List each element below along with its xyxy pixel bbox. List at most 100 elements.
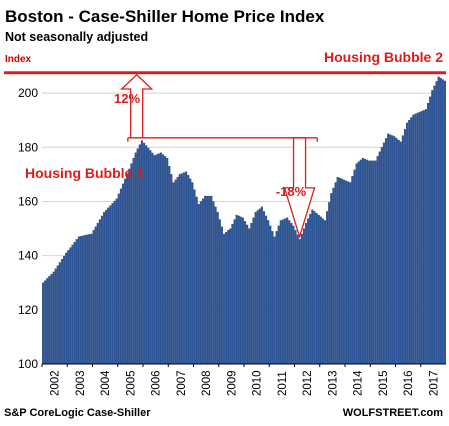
bar (410, 117, 413, 365)
bar (385, 138, 388, 365)
bar (145, 145, 148, 365)
bar (441, 79, 444, 365)
bar (311, 209, 314, 365)
bar (328, 202, 331, 365)
bar (246, 224, 249, 365)
bar (397, 139, 400, 365)
bar (222, 233, 226, 365)
bar (98, 219, 101, 365)
bar (214, 206, 217, 365)
source-label: S&P CoreLogic Case-Shiller (4, 407, 151, 419)
bar (88, 234, 91, 365)
bar (107, 207, 110, 365)
x-tick-label: 2013 (327, 370, 339, 396)
bar (252, 217, 255, 365)
bar (372, 160, 375, 365)
x-tick-label: 2008 (201, 370, 213, 396)
bar (218, 219, 221, 365)
bar (351, 176, 354, 365)
x-tick-label: 2016 (403, 370, 415, 396)
bar (58, 262, 61, 365)
bar (273, 236, 276, 365)
bars (42, 76, 446, 365)
bar (370, 160, 373, 365)
bar (126, 173, 129, 365)
bar (128, 168, 131, 365)
y-tick-label: 160 (18, 194, 38, 208)
bar (197, 204, 200, 365)
x-ticks: 2002 2003 2004 2005 2006 2007 2008 2009 2010 2011… (41, 364, 440, 396)
up-arrow (120, 73, 154, 139)
bar (250, 223, 253, 365)
bar (227, 230, 230, 365)
bar (391, 135, 394, 365)
bar (84, 235, 87, 365)
bar (277, 225, 280, 365)
bar (195, 196, 198, 365)
bar (262, 211, 266, 365)
bar (231, 223, 234, 365)
bar (345, 180, 348, 365)
bar (420, 111, 423, 365)
bar (353, 169, 356, 365)
bar (183, 172, 186, 365)
bar (281, 219, 284, 365)
y-tick-label: 100 (18, 357, 38, 371)
housing-bubble-1-label: Housing Bubble 1 (25, 165, 144, 181)
bar (115, 198, 118, 365)
bar (166, 157, 169, 365)
bar (71, 244, 74, 365)
bar (349, 182, 352, 365)
bar (168, 166, 171, 365)
bar (248, 228, 251, 365)
bar (271, 231, 274, 365)
bar (427, 102, 430, 365)
bar (119, 188, 122, 365)
chart-subtitle: Not seasonally adjusted (5, 30, 148, 44)
bar (260, 206, 263, 365)
bar (254, 212, 257, 365)
bar (399, 141, 402, 365)
bar (307, 218, 310, 365)
bar (210, 195, 213, 365)
bar (86, 234, 89, 365)
bar (185, 171, 188, 365)
bar (94, 226, 97, 365)
bar (216, 212, 219, 365)
bar (326, 211, 329, 365)
bar (288, 220, 291, 365)
x-tick-label: 2006 (151, 370, 163, 396)
bar (48, 276, 51, 365)
grid (42, 92, 446, 311)
bar (229, 228, 232, 365)
bar (113, 200, 116, 365)
bar (359, 159, 362, 365)
bar (431, 90, 434, 365)
bar (92, 230, 95, 365)
bar (244, 221, 247, 365)
bar (347, 181, 350, 365)
bar (96, 223, 99, 365)
x-tick-label: 2012 (302, 370, 314, 396)
bar (206, 195, 209, 365)
bar (241, 217, 244, 365)
bar (418, 111, 421, 365)
bar (433, 85, 436, 365)
brand-label: WOLFSTREET.com (343, 407, 443, 419)
bar (147, 147, 150, 365)
bar (82, 235, 85, 365)
bar (212, 201, 215, 365)
x-tick-label: 2014 (353, 370, 365, 396)
bar (256, 210, 259, 365)
bar (300, 233, 303, 365)
x-tick-label: 2017 (428, 370, 440, 396)
housing-bubble-2-label: Housing Bubble 2 (324, 49, 443, 65)
bar (178, 174, 181, 365)
bar (368, 160, 371, 365)
bar (305, 223, 308, 365)
bar (336, 176, 339, 365)
bar (204, 195, 207, 365)
bar (105, 209, 108, 365)
bar (284, 218, 287, 365)
